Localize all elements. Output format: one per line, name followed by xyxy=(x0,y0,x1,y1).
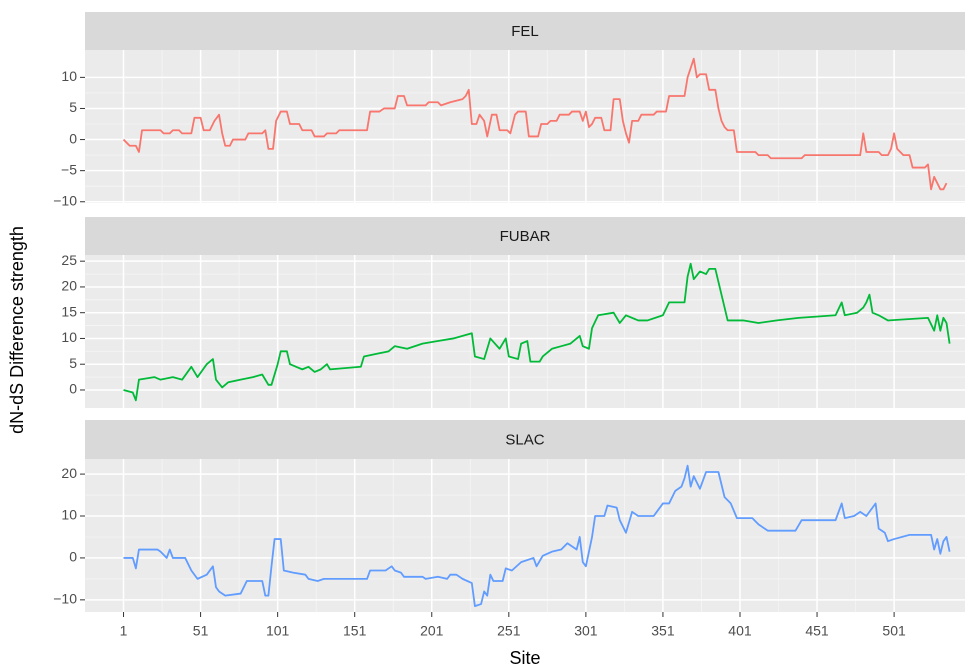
line xyxy=(123,464,951,608)
strip xyxy=(85,12,965,50)
y-tick-label: 15 xyxy=(61,303,77,319)
strip xyxy=(85,420,965,459)
x-tick-label: 301 xyxy=(574,623,598,639)
strip xyxy=(85,217,965,255)
x-tick-label: 51 xyxy=(193,623,209,639)
y-tick-label: −10 xyxy=(53,591,77,607)
panel xyxy=(85,459,965,612)
x-tick-label: 101 xyxy=(266,623,290,639)
x-tick-label: 501 xyxy=(882,623,906,639)
y-tick-label: 20 xyxy=(61,465,77,481)
x-tick-label: 151 xyxy=(343,623,367,639)
x-tick-label: 251 xyxy=(497,623,521,639)
y-tick-label: 10 xyxy=(61,68,77,84)
x-axis-label: Site xyxy=(509,648,540,668)
panel xyxy=(85,255,965,408)
y-tick-label: 0 xyxy=(69,130,77,146)
y-tick-label: 0 xyxy=(69,549,77,565)
y-tick-label: 5 xyxy=(69,355,77,371)
line xyxy=(122,57,948,191)
y-tick-label: 25 xyxy=(61,252,77,268)
strip-label: FUBAR xyxy=(500,228,551,245)
panel xyxy=(85,50,965,203)
x-tick-label: 351 xyxy=(651,623,675,639)
x-tick-label: 451 xyxy=(805,623,829,639)
x-tick-label: 1 xyxy=(120,623,128,639)
line xyxy=(123,262,951,402)
y-tick-label: 10 xyxy=(61,507,77,523)
y-tick-label: −5 xyxy=(61,161,77,177)
y-tick-label: −10 xyxy=(53,192,77,208)
y-tick-label: 20 xyxy=(61,278,77,294)
x-tick-label: 401 xyxy=(728,623,752,639)
y-axis-label: dN-dS Difference strength xyxy=(7,226,27,434)
y-tick-label: 10 xyxy=(61,329,77,345)
strip-label: SLAC xyxy=(505,431,544,448)
y-tick-label: 0 xyxy=(69,381,77,397)
x-tick-label: 201 xyxy=(420,623,444,639)
y-tick-label: 5 xyxy=(69,99,77,115)
strip-label: FEL xyxy=(511,23,539,40)
